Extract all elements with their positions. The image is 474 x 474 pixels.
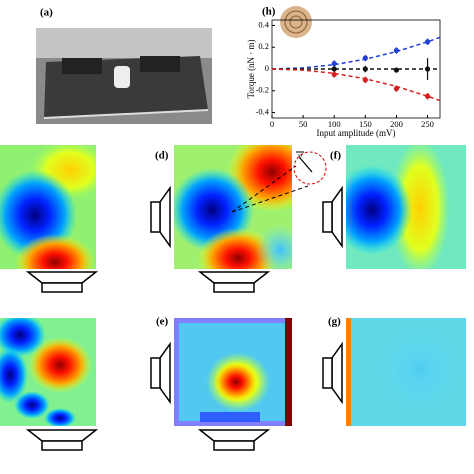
heatmap: [0, 318, 96, 426]
x-tick-label: 250: [421, 119, 434, 129]
point: [331, 71, 337, 78]
speakers: [25, 185, 343, 451]
heat-blob: [28, 337, 92, 393]
speaker: [41, 440, 83, 451]
heatmap: [174, 145, 292, 269]
heat-blob: [15, 234, 95, 269]
heat-blob: [214, 362, 258, 402]
velocity-arrow: [299, 157, 313, 173]
panel-label: (e): [156, 316, 169, 328]
point: [393, 86, 400, 92]
chart-panel-label: (h): [262, 6, 276, 18]
speaker: [25, 429, 99, 442]
x-tick-label: 200: [390, 119, 403, 129]
point: [424, 93, 431, 99]
heatmap: [346, 318, 466, 426]
speaker: [150, 357, 161, 389]
heatmap: [0, 145, 96, 269]
heat-blob: [0, 347, 28, 403]
heat-blob: [346, 165, 412, 255]
speaker: [322, 201, 333, 233]
panel-label: (f): [330, 150, 341, 162]
point: [362, 77, 368, 83]
point: [393, 67, 400, 73]
chart: (h) 0 50 100 150 200 250 -0.4 -0.2 0 0.2 0.4 Input …: [246, 6, 441, 138]
heat-edge: [200, 412, 260, 422]
inset-photo: [280, 6, 312, 38]
y-tick-label: 0.2: [258, 41, 269, 51]
y-tick-label: 0: [265, 63, 269, 73]
x-axis-label: Input amplitude (mV): [317, 128, 396, 138]
speaker: [197, 429, 271, 442]
callout-line: [231, 165, 297, 213]
speaker: [213, 282, 255, 293]
fit-line: [271, 36, 441, 70]
speaker: [322, 357, 333, 389]
callout-line: [231, 185, 309, 213]
photo: [36, 28, 212, 124]
panel-label: (g): [328, 316, 341, 328]
x-tick-label: 50: [299, 119, 308, 129]
frame: [43, 109, 209, 119]
x-tick-label: 150: [359, 119, 372, 129]
x-tick-label: 0: [270, 119, 274, 129]
point: [331, 66, 337, 72]
speaker: [197, 271, 271, 284]
inset-ring: [289, 15, 303, 29]
heat-blob: [390, 145, 450, 269]
speaker: [159, 185, 171, 249]
velocity-label: v: [298, 151, 302, 161]
speaker: [331, 341, 343, 405]
inset-ring: [284, 10, 308, 34]
speaker: [213, 440, 255, 451]
callout-circle: [293, 151, 327, 185]
heat-blob: [380, 330, 460, 410]
point: [362, 66, 368, 72]
y-tick-label: -0.4: [256, 107, 270, 117]
heatmap: [174, 318, 292, 426]
heat-blob: [255, 225, 292, 269]
speaker: [62, 58, 102, 74]
y-axis-label: Torque (nN · m): [246, 39, 256, 98]
point: [362, 55, 368, 61]
x-tick-label: 100: [328, 119, 341, 129]
point: [393, 47, 400, 54]
cylinder: [114, 66, 130, 88]
point: [424, 66, 431, 72]
heat-blob: [44, 408, 76, 426]
y-tick-label: -0.2: [256, 85, 269, 95]
speaker: [331, 185, 343, 249]
inset-bg: [280, 6, 312, 38]
point: [424, 39, 431, 45]
heat-edge: [346, 318, 351, 426]
velocity-callout: v: [231, 151, 327, 213]
speaker: [25, 271, 99, 284]
point: [331, 60, 337, 67]
panel-label: (d): [155, 150, 169, 162]
speaker: [140, 56, 180, 72]
speaker: [159, 341, 171, 405]
fit-line: [271, 68, 441, 102]
speaker: [41, 282, 83, 293]
photo-wall: [36, 28, 212, 58]
panel-label: (a): [40, 7, 53, 19]
heat-blob: [14, 391, 50, 419]
y-tick-label: 0.4: [258, 19, 269, 29]
heatmap: [346, 145, 466, 269]
heat-edge: [285, 318, 292, 426]
speaker: [150, 201, 161, 233]
